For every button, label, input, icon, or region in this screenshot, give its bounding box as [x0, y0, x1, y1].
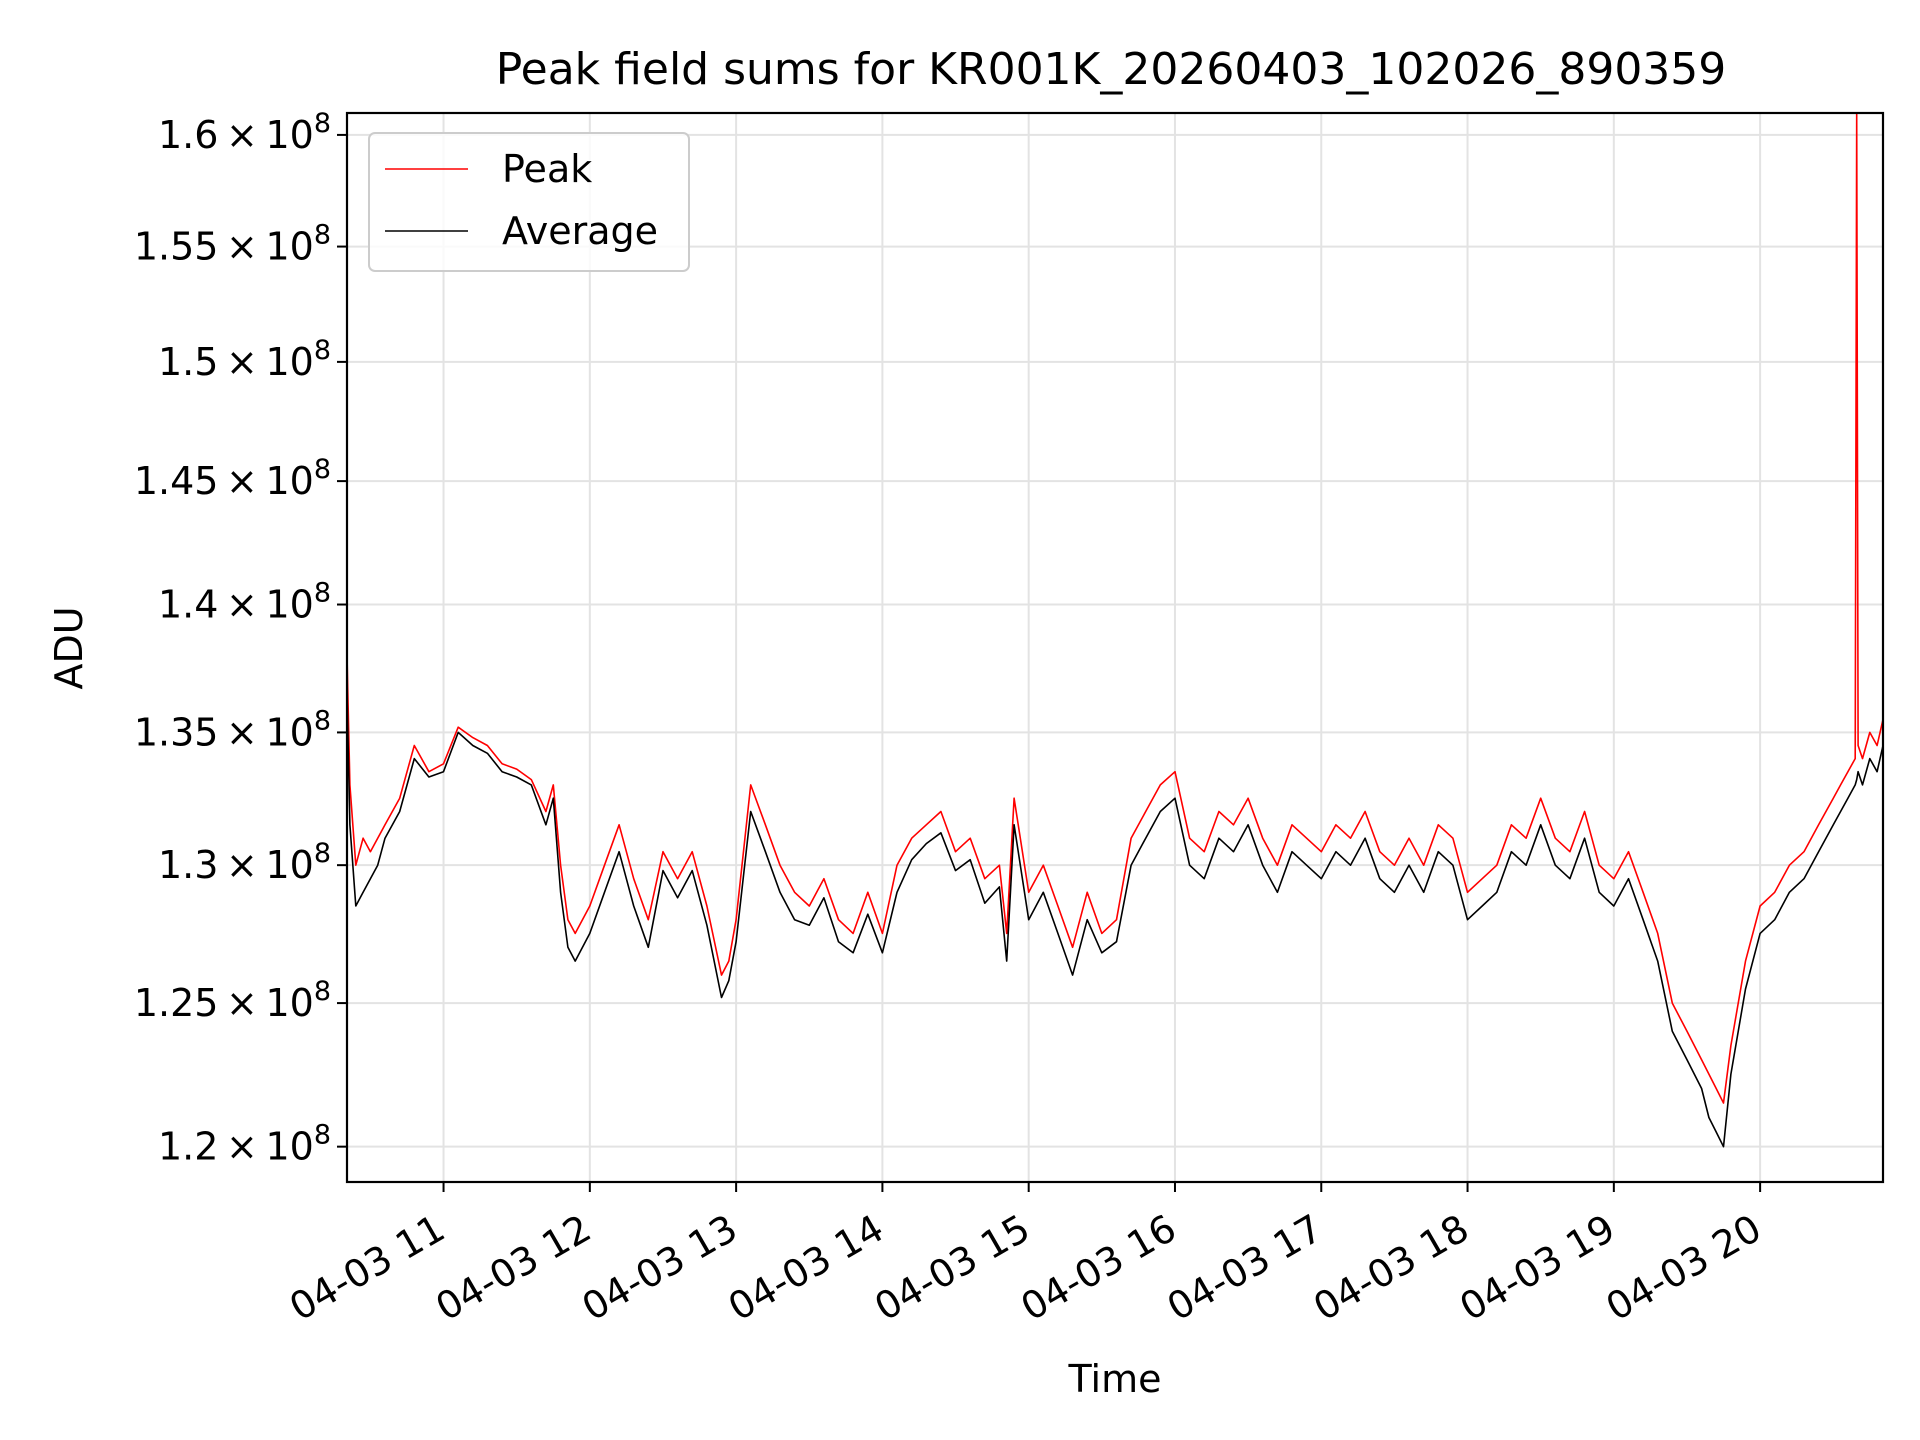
legend-label-peak: Peak [502, 147, 592, 191]
legend: Peak Average [368, 132, 690, 272]
y-tick-label: 1.25 × 108 [134, 976, 331, 1025]
legend-box [368, 132, 690, 272]
y-tick-label: 1.3 × 108 [158, 838, 331, 887]
legend-label-average: Average [502, 209, 658, 253]
series-line-peak [346, 112, 1884, 1104]
y-tick-label: 1.35 × 108 [134, 705, 331, 754]
y-tick-label: 1.5 × 108 [158, 335, 331, 384]
y-tick-label: 1.55 × 108 [134, 220, 331, 269]
y-tick-label: 1.4 × 108 [158, 578, 331, 627]
plot-frame [345, 111, 1885, 1184]
series-line-average [346, 693, 1884, 1148]
x-axis-label: Time [1068, 1357, 1162, 1401]
chart-title: Peak field sums for KR001K_20260403_1020… [496, 44, 1727, 95]
y-axis-ticks: 1.2 × 108 1.25 × 108 1.3 × 108 1.35 × 108 1.… [134, 108, 347, 1169]
y-tick-label: 1.6 × 108 [158, 108, 331, 157]
y-axis-label: ADU [47, 606, 91, 689]
series-group [346, 112, 1884, 1148]
y-tick-label: 1.2 × 108 [158, 1120, 331, 1169]
y-tick-label: 1.45 × 108 [134, 454, 331, 503]
